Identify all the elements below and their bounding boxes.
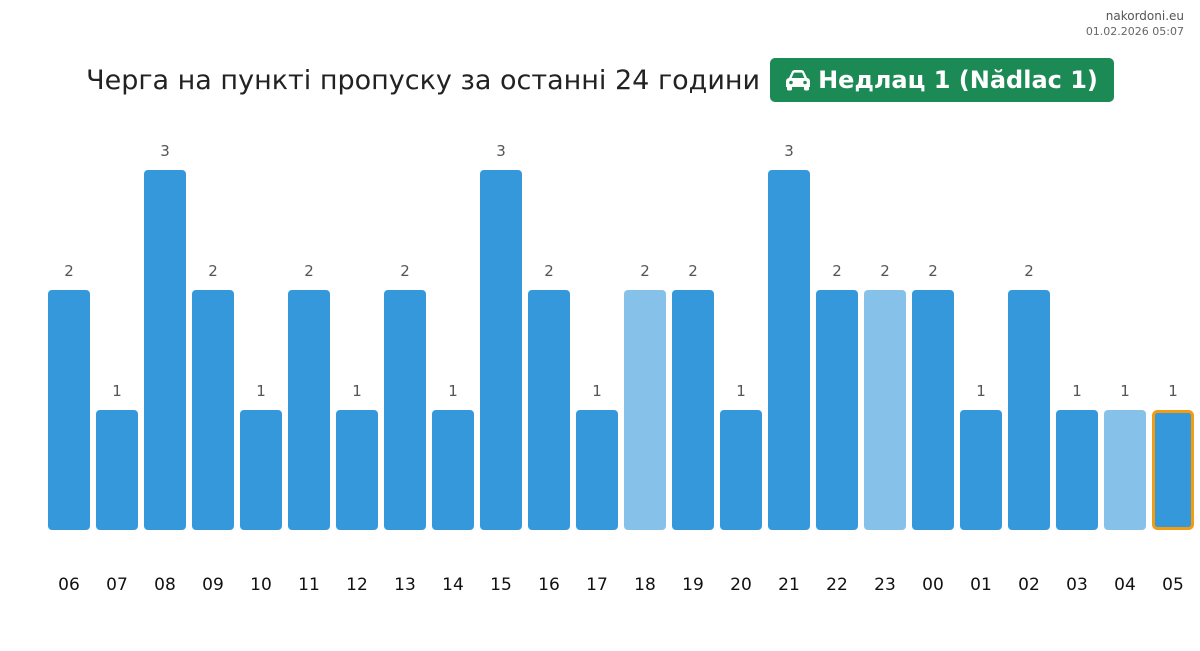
bar-05 — [1152, 410, 1194, 530]
timestamp: 01.02.2026 05:07 — [1085, 25, 1184, 38]
bar-13 — [384, 290, 426, 530]
hour-label-06: 06 — [58, 575, 80, 595]
value-label-13: 2 — [400, 262, 410, 280]
value-label-16: 2 — [544, 262, 554, 280]
bar-21 — [768, 170, 810, 530]
bar-04 — [1104, 410, 1146, 530]
site-name: nakordoni.eu — [1105, 9, 1184, 23]
bar-02 — [1008, 290, 1050, 530]
bar-16 — [528, 290, 570, 530]
bar-09 — [192, 290, 234, 530]
hour-label-09: 09 — [202, 575, 224, 595]
bar-15 — [480, 170, 522, 530]
hour-label-16: 16 — [538, 575, 560, 595]
value-label-01: 1 — [976, 382, 986, 400]
hour-label-17: 17 — [586, 575, 608, 595]
hour-label-11: 11 — [298, 575, 320, 595]
hour-label-23: 23 — [874, 575, 896, 595]
hour-label-13: 13 — [394, 575, 416, 595]
value-label-14: 1 — [448, 382, 458, 400]
chart-header: Черга на пункті пропуску за останні 24 г… — [0, 58, 1200, 102]
chart-title: Черга на пункті пропуску за останні 24 г… — [86, 64, 761, 96]
hour-label-02: 02 — [1018, 575, 1040, 595]
bar-03 — [1056, 410, 1098, 530]
checkpoint-name: Недлац 1 (Nădlac 1) — [818, 66, 1098, 94]
bar-20 — [720, 410, 762, 530]
hour-label-15: 15 — [490, 575, 512, 595]
value-label-07: 1 — [112, 382, 122, 400]
hour-label-00: 00 — [922, 575, 944, 595]
bar-08 — [144, 170, 186, 530]
value-label-21: 3 — [784, 142, 794, 160]
bar-17 — [576, 410, 618, 530]
value-label-10: 1 — [256, 382, 266, 400]
value-label-18: 2 — [640, 262, 650, 280]
bar-19 — [672, 290, 714, 530]
value-label-02: 2 — [1024, 262, 1034, 280]
bar-11 — [288, 290, 330, 530]
hour-label-04: 04 — [1114, 575, 1136, 595]
value-label-23: 2 — [880, 262, 890, 280]
hour-label-07: 07 — [106, 575, 128, 595]
bar-12 — [336, 410, 378, 530]
value-label-08: 3 — [160, 142, 170, 160]
value-label-22: 2 — [832, 262, 842, 280]
hour-label-20: 20 — [730, 575, 752, 595]
value-label-17: 1 — [592, 382, 602, 400]
bar-01 — [960, 410, 1002, 530]
value-label-05: 1 — [1168, 382, 1178, 400]
hour-label-21: 21 — [778, 575, 800, 595]
value-label-20: 1 — [736, 382, 746, 400]
bar-07 — [96, 410, 138, 530]
hour-label-22: 22 — [826, 575, 848, 595]
hour-label-19: 19 — [682, 575, 704, 595]
value-label-03: 1 — [1072, 382, 1082, 400]
hour-label-01: 01 — [970, 575, 992, 595]
value-label-12: 1 — [352, 382, 362, 400]
hour-label-12: 12 — [346, 575, 368, 595]
hour-label-14: 14 — [442, 575, 464, 595]
hour-label-05: 05 — [1162, 575, 1184, 595]
value-label-15: 3 — [496, 142, 506, 160]
hour-label-10: 10 — [250, 575, 272, 595]
value-label-09: 2 — [208, 262, 218, 280]
value-label-19: 2 — [688, 262, 698, 280]
value-label-11: 2 — [304, 262, 314, 280]
brand: nakordoni.eu 01.02.2026 05:07 — [1086, 8, 1184, 40]
hour-label-18: 18 — [634, 575, 656, 595]
value-label-04: 1 — [1120, 382, 1130, 400]
value-label-06: 2 — [64, 262, 74, 280]
bar-22 — [816, 290, 858, 530]
checkpoint-badge: Недлац 1 (Nădlac 1) — [770, 58, 1114, 102]
bar-00 — [912, 290, 954, 530]
bar-23 — [864, 290, 906, 530]
car-icon — [786, 70, 811, 91]
hour-label-03: 03 — [1066, 575, 1088, 595]
value-label-00: 2 — [928, 262, 938, 280]
bar-18 — [624, 290, 666, 530]
bar-14 — [432, 410, 474, 530]
bar-10 — [240, 410, 282, 530]
hour-label-08: 08 — [154, 575, 176, 595]
bar-06 — [48, 290, 90, 530]
